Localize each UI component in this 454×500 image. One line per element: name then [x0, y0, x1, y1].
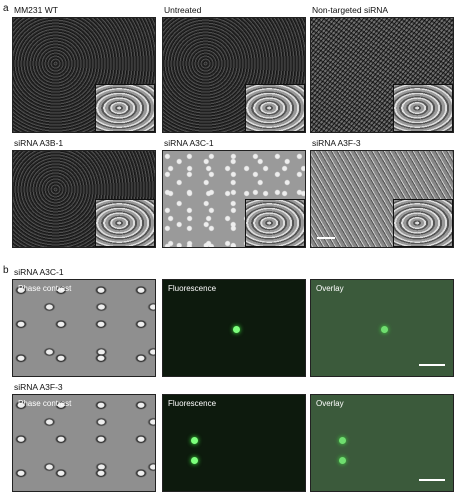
channel-label: Overlay — [316, 284, 344, 293]
micrograph: Fluorescence — [162, 279, 306, 377]
image-label: siRNA A3F-3 — [312, 138, 361, 148]
inset — [95, 199, 155, 247]
micrograph: Fluorescence — [162, 394, 306, 492]
cell-signal — [339, 437, 346, 444]
panel-label: b — [3, 265, 9, 276]
image-label: Untreated — [164, 5, 202, 15]
micrograph: Overlay — [310, 279, 454, 377]
channel-label: Phase contrast — [18, 399, 72, 408]
cell-signal — [191, 457, 198, 464]
cell-signal — [233, 326, 240, 333]
scale-bar — [419, 479, 445, 481]
image-label: siRNA A3C-1 — [164, 138, 214, 148]
micrograph: Overlay — [310, 394, 454, 492]
cell-signal — [381, 326, 388, 333]
inset — [393, 199, 453, 247]
inset — [245, 199, 305, 247]
panel-label: a — [3, 3, 9, 14]
channel-label: Overlay — [316, 399, 344, 408]
inset — [393, 84, 453, 132]
cell-signal — [191, 437, 198, 444]
inset — [95, 84, 155, 132]
inset — [245, 84, 305, 132]
channel-label: Fluorescence — [168, 284, 217, 293]
micrograph — [12, 17, 156, 133]
row-label: siRNA A3C-1 — [14, 267, 64, 277]
micrograph — [162, 17, 306, 133]
micrograph: Phase contrast — [12, 279, 156, 377]
scale-bar — [317, 237, 335, 239]
micrograph — [12, 150, 156, 248]
micrograph: Phase contrast — [12, 394, 156, 492]
image-label: MM231 WT — [14, 5, 58, 15]
row-label: siRNA A3F-3 — [14, 382, 63, 392]
image-label: Non-targeted siRNA — [312, 5, 389, 15]
image-label: siRNA A3B-1 — [14, 138, 64, 148]
channel-label: Fluorescence — [168, 399, 217, 408]
cell-signal — [339, 457, 346, 464]
micrograph — [162, 150, 306, 248]
micrograph — [310, 150, 454, 248]
scale-bar — [419, 364, 445, 366]
micrograph — [310, 17, 454, 133]
channel-label: Phase contrast — [18, 284, 72, 293]
